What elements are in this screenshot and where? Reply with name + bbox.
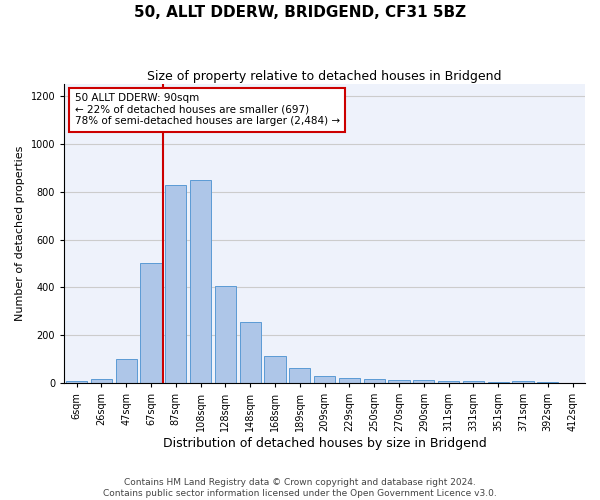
Bar — [165, 184, 187, 383]
Bar — [488, 382, 509, 383]
Bar — [463, 381, 484, 383]
Bar — [215, 286, 236, 383]
Bar — [116, 359, 137, 383]
Bar — [140, 264, 161, 383]
X-axis label: Distribution of detached houses by size in Bridgend: Distribution of detached houses by size … — [163, 437, 487, 450]
Bar — [91, 380, 112, 383]
Bar — [364, 380, 385, 383]
Title: Size of property relative to detached houses in Bridgend: Size of property relative to detached ho… — [148, 70, 502, 83]
Bar — [289, 368, 310, 383]
Text: 50, ALLT DDERW, BRIDGEND, CF31 5BZ: 50, ALLT DDERW, BRIDGEND, CF31 5BZ — [134, 5, 466, 20]
Bar — [190, 180, 211, 383]
Bar — [314, 376, 335, 383]
Text: Contains HM Land Registry data © Crown copyright and database right 2024.
Contai: Contains HM Land Registry data © Crown c… — [103, 478, 497, 498]
Bar — [413, 380, 434, 383]
Bar — [66, 380, 87, 383]
Bar — [265, 356, 286, 383]
Bar — [438, 381, 459, 383]
Y-axis label: Number of detached properties: Number of detached properties — [15, 146, 25, 322]
Bar — [388, 380, 410, 383]
Bar — [512, 380, 533, 383]
Bar — [239, 322, 261, 383]
Bar — [339, 378, 360, 383]
Bar — [537, 382, 559, 383]
Text: 50 ALLT DDERW: 90sqm
← 22% of detached houses are smaller (697)
78% of semi-deta: 50 ALLT DDERW: 90sqm ← 22% of detached h… — [74, 93, 340, 126]
